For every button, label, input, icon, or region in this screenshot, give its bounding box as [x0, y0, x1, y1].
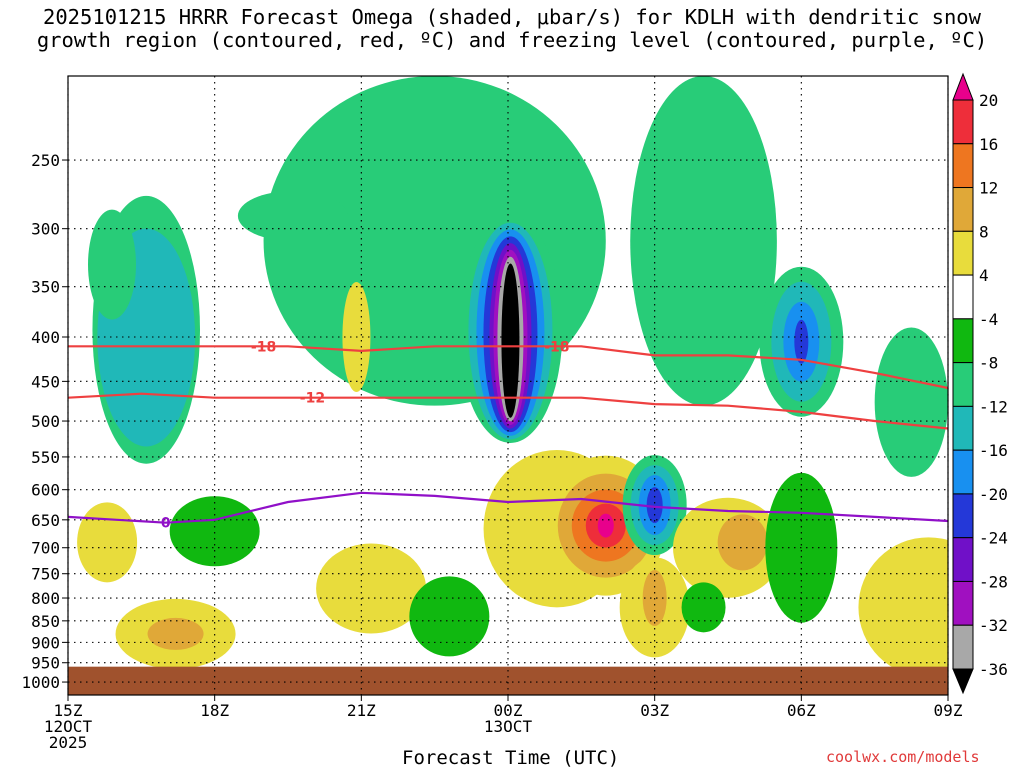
x-tick-label: 03Z [640, 701, 669, 720]
colorbar-swatch [952, 493, 974, 539]
colorbar-label: -16 [979, 441, 1008, 460]
pressure-axis: 250 300 350 400 450 500 550 600 650 700 750 800 850 9… [21, 151, 68, 692]
colorbar-label: -24 [979, 529, 1008, 548]
x-axis-label: Forecast Time (UTC) [402, 747, 620, 769]
y-tick-label: 850 [31, 612, 60, 631]
colorbar-swatch [952, 230, 974, 276]
y-tick-label: 750 [31, 565, 60, 584]
y-tick-label: 900 [31, 633, 60, 652]
contour-label: -18 [251, 339, 276, 355]
gridlines [67, 76, 949, 695]
omega-core-ring [646, 487, 663, 524]
colorbar-bottom-arrow [952, 668, 974, 695]
colorbar-swatch [952, 187, 974, 232]
omega-sink-blob [409, 576, 490, 657]
x-tick-label: 15Z [54, 701, 83, 720]
contour-line [67, 392, 949, 430]
colorbar-swatch [952, 318, 974, 364]
colorbar-swatch [952, 362, 974, 407]
colorbar-swatch [952, 405, 974, 451]
omega-region [874, 327, 948, 477]
omega-shading [77, 76, 948, 678]
colorbar-label: 20 [979, 91, 998, 110]
colorbar-swatch [952, 274, 974, 320]
colorbar-label: 4 [979, 266, 989, 285]
y-tick-label: 950 [31, 654, 60, 673]
x-tick-label: 09Z [934, 701, 963, 720]
omega-region [630, 76, 777, 406]
omega-warm-blob [858, 537, 948, 678]
omega-sink-blob [88, 209, 136, 320]
y-tick-label: 500 [31, 412, 60, 431]
x-tick-label: 00Z [494, 701, 523, 720]
colorbar-swatch [952, 99, 974, 145]
x-tick-label: 13OCT [484, 717, 533, 736]
x-tick-label: 06Z [787, 701, 816, 720]
watermark-link[interactable]: coolwx.com/models [826, 748, 980, 766]
colorbar-label: 12 [979, 179, 998, 198]
colorbar-label: -20 [979, 485, 1008, 504]
y-tick-label: 400 [31, 328, 60, 347]
colorbar-swatch [952, 143, 974, 189]
omega-core-ring [501, 263, 520, 418]
y-tick-label: 700 [31, 539, 60, 558]
omega-warm-blob [77, 502, 138, 583]
contour-label: -18 [544, 339, 569, 355]
y-tick-label: 800 [31, 589, 60, 608]
y-tick-label: 450 [31, 372, 60, 391]
colorbar-label: -4 [979, 310, 998, 329]
colorbar-label: -32 [979, 616, 1008, 635]
y-tick-label: 250 [31, 151, 60, 170]
contour-label: 0 [161, 516, 171, 532]
y-tick-label: 1000 [21, 673, 60, 692]
colorbar-swatch [952, 449, 974, 495]
omega-warm-blob [147, 617, 204, 650]
y-tick-label: 350 [31, 278, 60, 297]
x-tick-label: 21Z [347, 701, 376, 720]
contour-line [68, 345, 949, 390]
contour-label: -12 [300, 391, 325, 407]
omega-sink-blob [681, 582, 726, 633]
omega-warm-ring [597, 513, 614, 538]
x-tick-label: 12OCT [44, 717, 93, 736]
omega-warm-blob [717, 514, 768, 571]
y-tick-label: 300 [31, 220, 60, 239]
omega-sink-blob [169, 496, 260, 567]
omega-sink-blob [237, 190, 348, 241]
colorbar-label: -36 [979, 660, 1008, 679]
omega-core-ring [794, 319, 809, 364]
y-tick-label: 600 [31, 481, 60, 500]
x-tick-label: 18Z [200, 701, 229, 720]
temperature-contours: -18 -18 -12 0 [67, 339, 949, 532]
omega-warm-blob [316, 543, 427, 634]
colorbar-label: 8 [979, 222, 989, 241]
colorbar-label: -8 [979, 354, 998, 373]
colorbar-swatch [952, 580, 974, 626]
colorbar-label: -28 [979, 573, 1008, 592]
colorbar-swatch [952, 537, 974, 582]
chart-title: 2025101215 HRRR Forecast Omega (shaded, … [36, 5, 988, 52]
omega-colorbar: 20 16 12 8 4 -4 -8 -12 -16 -20 -24 -28 -32 -36 [952, 72, 1008, 695]
y-tick-label: 650 [31, 511, 60, 530]
colorbar-top-arrow [952, 72, 974, 101]
x-tick-label: 2025 [49, 733, 88, 752]
y-tick-label: 550 [31, 448, 60, 467]
colorbar-label: 16 [979, 135, 998, 154]
colorbar-swatch [952, 624, 974, 670]
colorbar-label: -12 [979, 397, 1008, 416]
contour-line [67, 491, 949, 524]
